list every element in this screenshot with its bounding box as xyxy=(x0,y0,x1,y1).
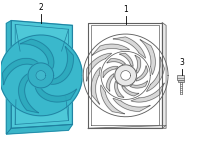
Polygon shape xyxy=(140,40,155,75)
Polygon shape xyxy=(119,53,133,66)
Bar xyxy=(178,80,184,82)
Polygon shape xyxy=(106,74,114,91)
Bar xyxy=(177,75,184,80)
Polygon shape xyxy=(50,46,73,84)
Polygon shape xyxy=(20,39,54,70)
Polygon shape xyxy=(113,98,150,111)
Polygon shape xyxy=(121,71,131,80)
Polygon shape xyxy=(103,66,118,78)
Polygon shape xyxy=(6,125,72,134)
Polygon shape xyxy=(19,74,39,113)
Text: 1: 1 xyxy=(123,5,128,14)
Polygon shape xyxy=(147,57,164,92)
Polygon shape xyxy=(135,55,141,73)
Polygon shape xyxy=(35,87,77,102)
Polygon shape xyxy=(115,65,136,86)
Polygon shape xyxy=(88,22,162,128)
Polygon shape xyxy=(92,44,129,55)
Polygon shape xyxy=(88,125,166,128)
Polygon shape xyxy=(2,58,39,85)
Polygon shape xyxy=(162,22,166,128)
Polygon shape xyxy=(11,21,72,128)
Polygon shape xyxy=(83,34,168,117)
Polygon shape xyxy=(131,83,164,102)
Text: 3: 3 xyxy=(179,58,184,67)
Polygon shape xyxy=(101,51,150,99)
Polygon shape xyxy=(87,53,112,81)
Polygon shape xyxy=(113,37,146,58)
Polygon shape xyxy=(0,35,82,116)
Polygon shape xyxy=(130,81,148,88)
Polygon shape xyxy=(6,21,11,134)
Polygon shape xyxy=(122,86,139,96)
Polygon shape xyxy=(36,71,46,80)
Text: 2: 2 xyxy=(38,3,43,12)
Polygon shape xyxy=(28,63,54,88)
Polygon shape xyxy=(115,81,124,97)
Polygon shape xyxy=(136,66,148,81)
Polygon shape xyxy=(91,67,100,104)
Polygon shape xyxy=(107,59,125,64)
Polygon shape xyxy=(101,85,125,114)
